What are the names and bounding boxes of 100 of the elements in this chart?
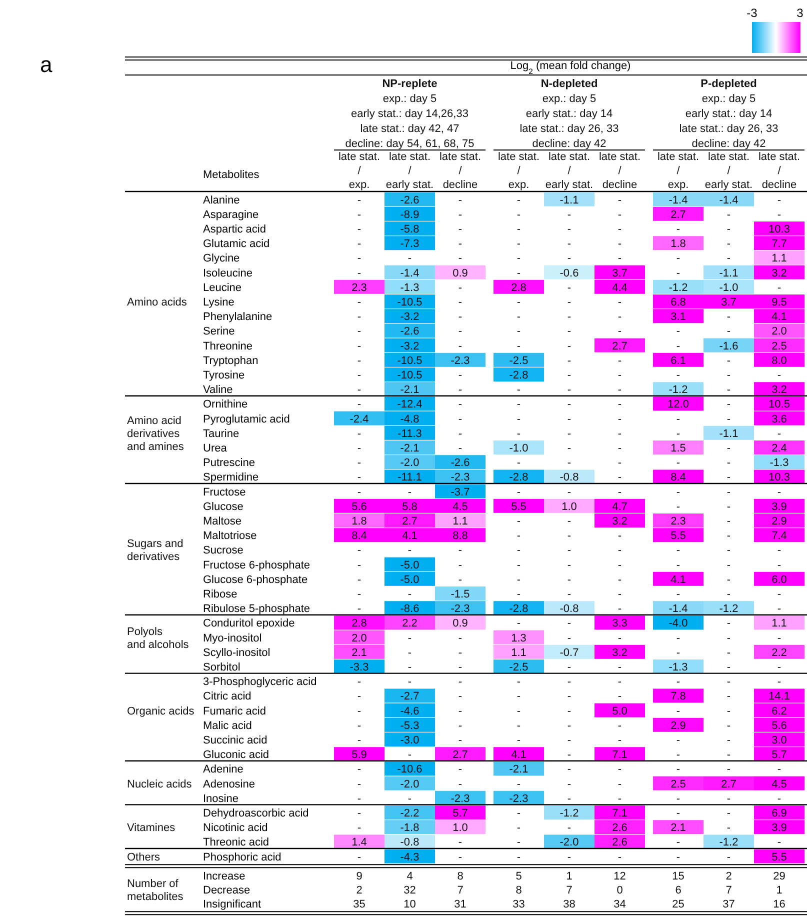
- data-label: 5.7: [452, 808, 468, 820]
- text: -: [777, 559, 782, 572]
- data-label: -3.2: [400, 340, 420, 352]
- y2-tick-label: Polyols and alcohols: [127, 626, 190, 651]
- data-label: 2.2: [772, 646, 787, 659]
- data-label: 5.5: [511, 500, 526, 513]
- text: -: [567, 822, 572, 834]
- text: -: [516, 516, 521, 528]
- data-label: -1.4: [400, 267, 420, 280]
- y-tick-label: Dehydroascorbic acid: [203, 808, 309, 820]
- text: -: [357, 720, 362, 732]
- text: -: [408, 792, 412, 805]
- data-label: 1.1: [511, 646, 526, 659]
- data-label: -4.8: [400, 413, 420, 426]
- y-tick-label: Adenosine: [203, 778, 255, 790]
- data-label: -10.5: [397, 354, 422, 367]
- y-tick-label: Aspartic acid: [203, 224, 266, 236]
- y-tick-label: Taurine: [203, 428, 240, 440]
- data-label: -1.8: [400, 822, 420, 834]
- text: -: [726, 632, 731, 644]
- text: -: [777, 632, 782, 644]
- text: -: [458, 252, 462, 265]
- text: -: [726, 559, 731, 572]
- text: -: [618, 676, 622, 688]
- text: -: [408, 676, 412, 688]
- text: -: [458, 705, 462, 718]
- text: -: [516, 267, 521, 280]
- y-tick-label: Isoleucine: [203, 267, 253, 280]
- data-label: -0.7: [560, 646, 579, 659]
- text: -: [618, 208, 622, 221]
- text: -: [777, 603, 782, 616]
- data-label: 1.0: [562, 500, 577, 513]
- text: -: [458, 442, 462, 454]
- data-label: 5.6: [772, 720, 787, 732]
- data-label: 10.3: [768, 224, 790, 236]
- text: -: [516, 822, 521, 834]
- text: -: [777, 428, 782, 440]
- data-label: -11.1: [398, 472, 422, 484]
- text: -: [357, 588, 362, 600]
- data-label: -4.0: [668, 618, 688, 630]
- data-label: -10.5: [397, 296, 422, 308]
- y-tick-label: Glucose 6-phosphate: [203, 574, 308, 586]
- text: -: [458, 836, 462, 849]
- x-tick-label: late stat. / decline: [439, 151, 482, 191]
- y-tick-label: Fructose 6-phosphate: [203, 559, 310, 572]
- text: -: [567, 632, 572, 644]
- text: -: [567, 384, 572, 396]
- text: -: [458, 398, 462, 411]
- text: 2: [726, 870, 732, 883]
- text: -: [676, 224, 680, 236]
- text: -: [618, 252, 622, 265]
- text: -: [676, 836, 680, 849]
- data-label: 2.3: [670, 516, 686, 528]
- y-axis-title: Metabolites: [203, 169, 260, 181]
- text: -: [408, 632, 412, 644]
- text: -: [567, 544, 572, 557]
- data-label: -2.0: [400, 457, 420, 470]
- color-bar-label: -3: [746, 6, 758, 20]
- y-tick-label: Fructose: [203, 486, 246, 498]
- text: -: [567, 618, 572, 630]
- text: -: [357, 808, 362, 820]
- data-label: -1.1: [719, 428, 738, 440]
- data-label: -2.0: [400, 778, 420, 790]
- y-tick-label: Citric acid: [203, 690, 252, 703]
- text: 32: [404, 884, 416, 897]
- data-label: 8.4: [352, 530, 367, 542]
- text: -: [458, 574, 462, 586]
- text: -: [777, 208, 782, 221]
- text: -: [567, 559, 572, 572]
- text: -: [726, 457, 731, 470]
- text: -: [777, 662, 782, 674]
- text: -: [618, 559, 622, 572]
- text: -: [676, 428, 680, 440]
- data-label: 2.7: [670, 208, 686, 221]
- y-tick-label: Gluconic acid: [203, 749, 270, 762]
- data-label: -10.6: [397, 764, 422, 776]
- text: 33: [512, 898, 525, 911]
- data-label: 4.1: [772, 311, 787, 324]
- text: -: [726, 413, 731, 426]
- text: -: [516, 720, 521, 732]
- text: -: [618, 442, 622, 454]
- text: -: [458, 413, 462, 426]
- text: -: [567, 851, 572, 864]
- y-tick-label: Ribose: [203, 588, 238, 600]
- data-label: 2.9: [772, 516, 787, 528]
- data-label: 6.1: [670, 354, 686, 367]
- text: -: [726, 574, 731, 586]
- data-label: 5.7: [772, 749, 787, 762]
- data-label: -12.4: [397, 398, 422, 411]
- y-tick-label: Glutamic acid: [203, 238, 270, 250]
- data-label: 5.9: [352, 749, 367, 762]
- text: -: [458, 778, 462, 790]
- data-label: -0.8: [560, 603, 579, 616]
- y-tick-label: Phosphoric acid: [203, 851, 282, 864]
- text: -: [357, 690, 362, 703]
- data-label: 12.0: [668, 398, 689, 411]
- text: -: [516, 340, 521, 352]
- text: -: [618, 851, 622, 864]
- text: -: [357, 398, 362, 411]
- text: -: [567, 720, 572, 732]
